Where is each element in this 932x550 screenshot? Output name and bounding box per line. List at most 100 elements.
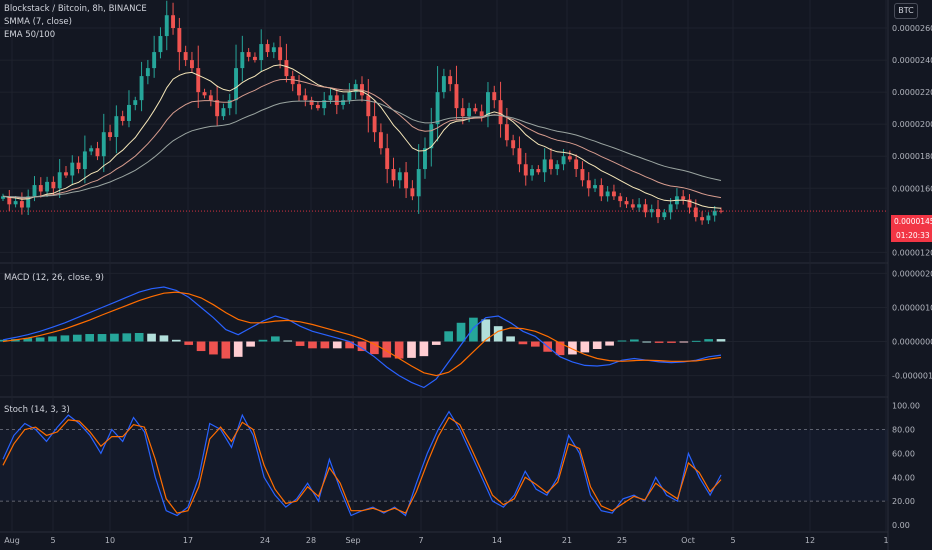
candle-body — [19, 201, 24, 208]
candle-body — [82, 151, 87, 170]
histogram-bar — [716, 339, 726, 342]
candle-body — [189, 60, 194, 69]
histogram-bar — [246, 341, 255, 347]
macd-legend[interactable]: MACD (12, 26, close, 9) — [4, 273, 104, 283]
candle-body — [561, 156, 566, 165]
candle-body — [511, 140, 516, 149]
histogram-bar — [171, 339, 181, 342]
candle-body — [234, 68, 238, 101]
ema-legend[interactable]: EMA 50/100 — [4, 30, 56, 40]
histogram-bar — [691, 340, 701, 342]
candle-body — [120, 116, 125, 121]
candle-body — [70, 162, 75, 176]
stoch-legend[interactable]: Stoch (14, 3, 3) — [4, 405, 70, 415]
histogram-bar — [345, 341, 354, 349]
price-tick-label: 0.00002200 — [892, 88, 932, 97]
symbol-title[interactable]: Blockstack / Bitcoin, 8h, BINANCE — [4, 4, 147, 14]
macd-pane[interactable] — [0, 286, 726, 389]
candle-body — [435, 92, 440, 125]
macd-tick-label: 0.00000200 — [892, 269, 932, 278]
histogram-bar — [444, 331, 453, 342]
candle-body — [441, 76, 446, 93]
candle-body — [668, 204, 673, 213]
candle-body — [712, 210, 717, 216]
histogram-bar — [332, 341, 342, 349]
candle-body — [265, 44, 270, 53]
candle-body — [246, 52, 251, 57]
time-tick-label: 5 — [730, 536, 735, 545]
candle-body — [38, 185, 43, 192]
histogram-bar — [221, 341, 231, 359]
macd-tick-label: 0.00000000 — [892, 338, 932, 347]
price-tick-label: 0.00001800 — [892, 152, 932, 161]
time-tick-label: 7 — [418, 536, 423, 545]
histogram-bar — [592, 341, 602, 350]
candle-body — [202, 92, 207, 96]
candle-body — [586, 180, 591, 189]
candle-body — [391, 169, 396, 181]
histogram-bar — [580, 341, 590, 353]
stoch-pane[interactable] — [0, 410, 888, 517]
candle-body — [127, 104, 131, 121]
histogram-bar — [630, 339, 639, 342]
last-price-badge: 0.00001458 — [891, 215, 932, 229]
time-axis[interactable]: Aug 5 10 17 24 28 Sep 7 14 21 25 Oct 5 12 1 — [4, 536, 888, 545]
candle-body — [460, 108, 465, 117]
candle-body — [284, 60, 289, 77]
candle-body — [580, 169, 585, 181]
histogram-bar — [308, 341, 317, 349]
histogram-bar — [258, 339, 268, 342]
histogram-bar — [679, 341, 689, 343]
histogram-bar — [283, 340, 293, 342]
candle-body — [479, 111, 484, 117]
candle-body — [618, 196, 623, 202]
price-tick-label: 0.00001200 — [892, 248, 932, 257]
histogram-bar — [568, 341, 577, 355]
candle-body — [378, 132, 383, 149]
candle-body — [196, 68, 201, 93]
histogram-bar — [654, 341, 664, 343]
currency-button[interactable]: BTC — [894, 3, 918, 19]
candle-body — [423, 148, 427, 170]
histogram-bar — [60, 335, 70, 342]
histogram-bar — [394, 341, 404, 359]
macd-tick-label: 0.00000100 — [892, 303, 932, 312]
candle-body — [183, 52, 188, 61]
candle-body — [385, 148, 390, 170]
ema100-line — [2, 99, 722, 198]
candle-body — [45, 181, 50, 192]
macd-tick-label: -0.00000100 — [892, 372, 932, 381]
histogram-bar — [555, 341, 565, 356]
price-tick-label: 0.00002400 — [892, 56, 932, 65]
smma-line — [2, 64, 722, 209]
stoch-tick-label: 40.00 — [892, 473, 915, 482]
candle-body — [473, 108, 478, 112]
candle-body — [76, 162, 81, 170]
candle-body — [177, 28, 182, 53]
candle-body — [353, 84, 358, 93]
price-pane[interactable] — [0, 0, 888, 225]
histogram-bar — [605, 341, 614, 346]
price-tick-label: 0.00002000 — [892, 120, 932, 129]
candle-body — [334, 95, 339, 105]
candle-body — [57, 172, 62, 189]
histogram-bar — [407, 341, 416, 358]
candle-body — [656, 209, 660, 218]
stoch-tick-label: 80.00 — [892, 425, 915, 434]
price-axis[interactable]: 0.00002600 0.00002400 0.00002200 0.00002000… — [892, 24, 932, 530]
candle-body — [523, 164, 528, 176]
histogram-bar — [370, 341, 379, 355]
time-tick-label: 12 — [805, 536, 815, 545]
histogram-bar — [530, 341, 540, 347]
histogram-bar — [134, 333, 144, 342]
histogram-bar — [493, 326, 503, 342]
stoch-tick-label: 100.00 — [892, 402, 920, 411]
candle-body — [410, 188, 415, 197]
candle-body — [240, 52, 245, 69]
candle-body — [555, 164, 560, 170]
histogram-bar — [456, 322, 466, 342]
candle-body — [309, 100, 314, 105]
histogram-bar — [233, 341, 243, 357]
smma-legend[interactable]: SMMA (7, close) — [4, 17, 72, 27]
